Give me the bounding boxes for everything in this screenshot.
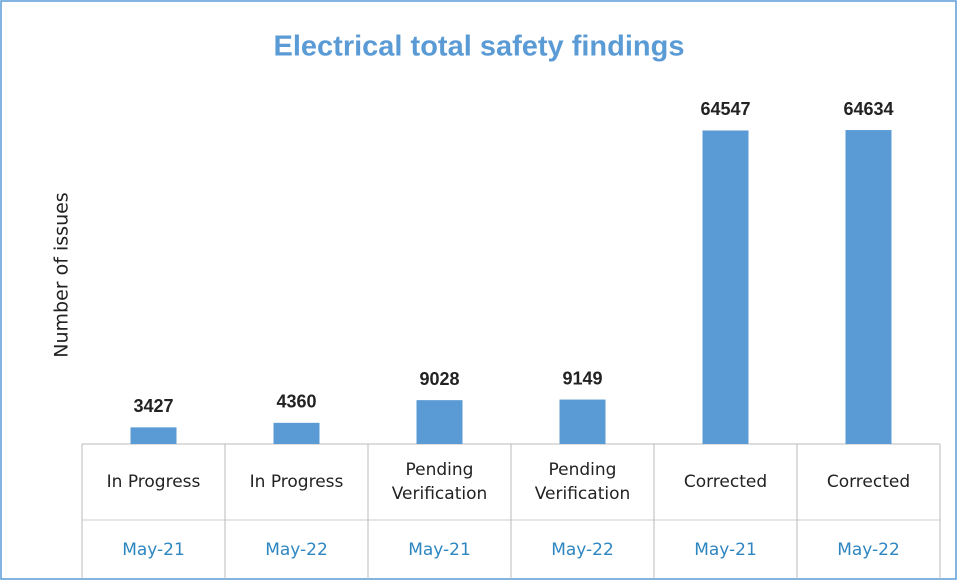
bar: [559, 399, 606, 444]
period-label: May-21: [694, 540, 757, 560]
period-label: May-22: [265, 540, 328, 560]
x-tick-label: Corrected: [683, 472, 768, 492]
period-label: May-21: [408, 540, 471, 560]
x-tick-label: Pending Verification: [391, 460, 488, 504]
value-label: 4360: [276, 392, 316, 412]
period-label: May-22: [837, 540, 900, 560]
bar: [273, 422, 320, 444]
x-tick-label: Corrected: [826, 472, 911, 492]
bar: [416, 400, 463, 444]
value-label: 64547: [700, 99, 750, 119]
x-tick-label: In Progress: [106, 472, 201, 492]
x-tick-label: In Progress: [249, 472, 344, 492]
bar: [702, 130, 749, 444]
y-axis-label: Number of issues: [51, 192, 73, 357]
chart-title: Electrical total safety findings: [274, 31, 685, 63]
value-label: 3427: [133, 396, 173, 416]
period-label: May-21: [122, 540, 185, 560]
value-label: 64634: [843, 99, 893, 119]
x-tick-label: Pending Verification: [534, 460, 631, 504]
bar: [130, 427, 177, 444]
bar: [845, 130, 892, 445]
value-label: 9149: [562, 368, 602, 388]
period-label: May-22: [551, 540, 614, 560]
value-label: 9028: [419, 369, 459, 389]
